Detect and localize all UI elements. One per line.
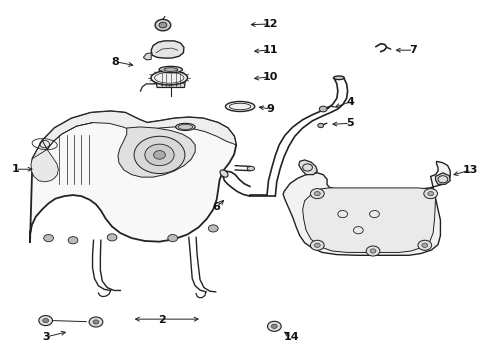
Polygon shape bbox=[31, 140, 58, 182]
Circle shape bbox=[311, 189, 324, 199]
Circle shape bbox=[93, 320, 99, 324]
Ellipse shape bbox=[164, 68, 177, 71]
Polygon shape bbox=[299, 160, 318, 175]
Circle shape bbox=[89, 317, 103, 327]
Circle shape bbox=[155, 19, 171, 31]
Circle shape bbox=[39, 316, 52, 325]
Circle shape bbox=[315, 192, 320, 196]
Polygon shape bbox=[303, 188, 436, 252]
Text: 4: 4 bbox=[346, 97, 354, 107]
Circle shape bbox=[271, 324, 277, 328]
Circle shape bbox=[366, 246, 380, 256]
Circle shape bbox=[418, 240, 432, 250]
Ellipse shape bbox=[220, 170, 228, 177]
Text: 5: 5 bbox=[346, 118, 354, 128]
Polygon shape bbox=[151, 41, 184, 58]
Circle shape bbox=[168, 234, 177, 242]
Polygon shape bbox=[30, 111, 236, 243]
Circle shape bbox=[208, 225, 218, 232]
Text: 7: 7 bbox=[410, 45, 417, 55]
Ellipse shape bbox=[159, 66, 182, 73]
Circle shape bbox=[422, 243, 428, 247]
Ellipse shape bbox=[225, 102, 255, 112]
Circle shape bbox=[370, 249, 376, 253]
Circle shape bbox=[315, 243, 320, 247]
Circle shape bbox=[424, 189, 438, 199]
Circle shape bbox=[44, 234, 53, 242]
Polygon shape bbox=[283, 161, 450, 255]
Text: 2: 2 bbox=[158, 315, 166, 325]
Circle shape bbox=[159, 22, 167, 28]
Circle shape bbox=[68, 237, 78, 244]
Polygon shape bbox=[436, 173, 450, 184]
Text: 13: 13 bbox=[463, 165, 478, 175]
Ellipse shape bbox=[247, 166, 254, 171]
Text: 11: 11 bbox=[263, 45, 278, 55]
Circle shape bbox=[268, 321, 281, 331]
Circle shape bbox=[154, 150, 165, 159]
Ellipse shape bbox=[333, 76, 344, 80]
Circle shape bbox=[311, 240, 324, 250]
Circle shape bbox=[318, 123, 324, 128]
Circle shape bbox=[107, 234, 117, 241]
Ellipse shape bbox=[151, 71, 188, 85]
Polygon shape bbox=[156, 69, 185, 87]
Text: 12: 12 bbox=[263, 19, 278, 29]
Text: 10: 10 bbox=[263, 72, 278, 82]
Circle shape bbox=[428, 192, 434, 196]
Circle shape bbox=[43, 319, 49, 323]
Text: 3: 3 bbox=[42, 332, 49, 342]
Polygon shape bbox=[42, 111, 236, 149]
Ellipse shape bbox=[178, 125, 193, 130]
Polygon shape bbox=[118, 127, 195, 177]
Circle shape bbox=[319, 106, 327, 112]
Text: 14: 14 bbox=[284, 332, 299, 342]
Ellipse shape bbox=[175, 123, 195, 131]
Polygon shape bbox=[144, 53, 151, 60]
Circle shape bbox=[145, 144, 174, 166]
Circle shape bbox=[134, 136, 185, 174]
Text: 6: 6 bbox=[213, 202, 220, 212]
Text: 9: 9 bbox=[267, 104, 274, 114]
Text: 8: 8 bbox=[112, 57, 120, 67]
Text: 1: 1 bbox=[11, 164, 19, 174]
